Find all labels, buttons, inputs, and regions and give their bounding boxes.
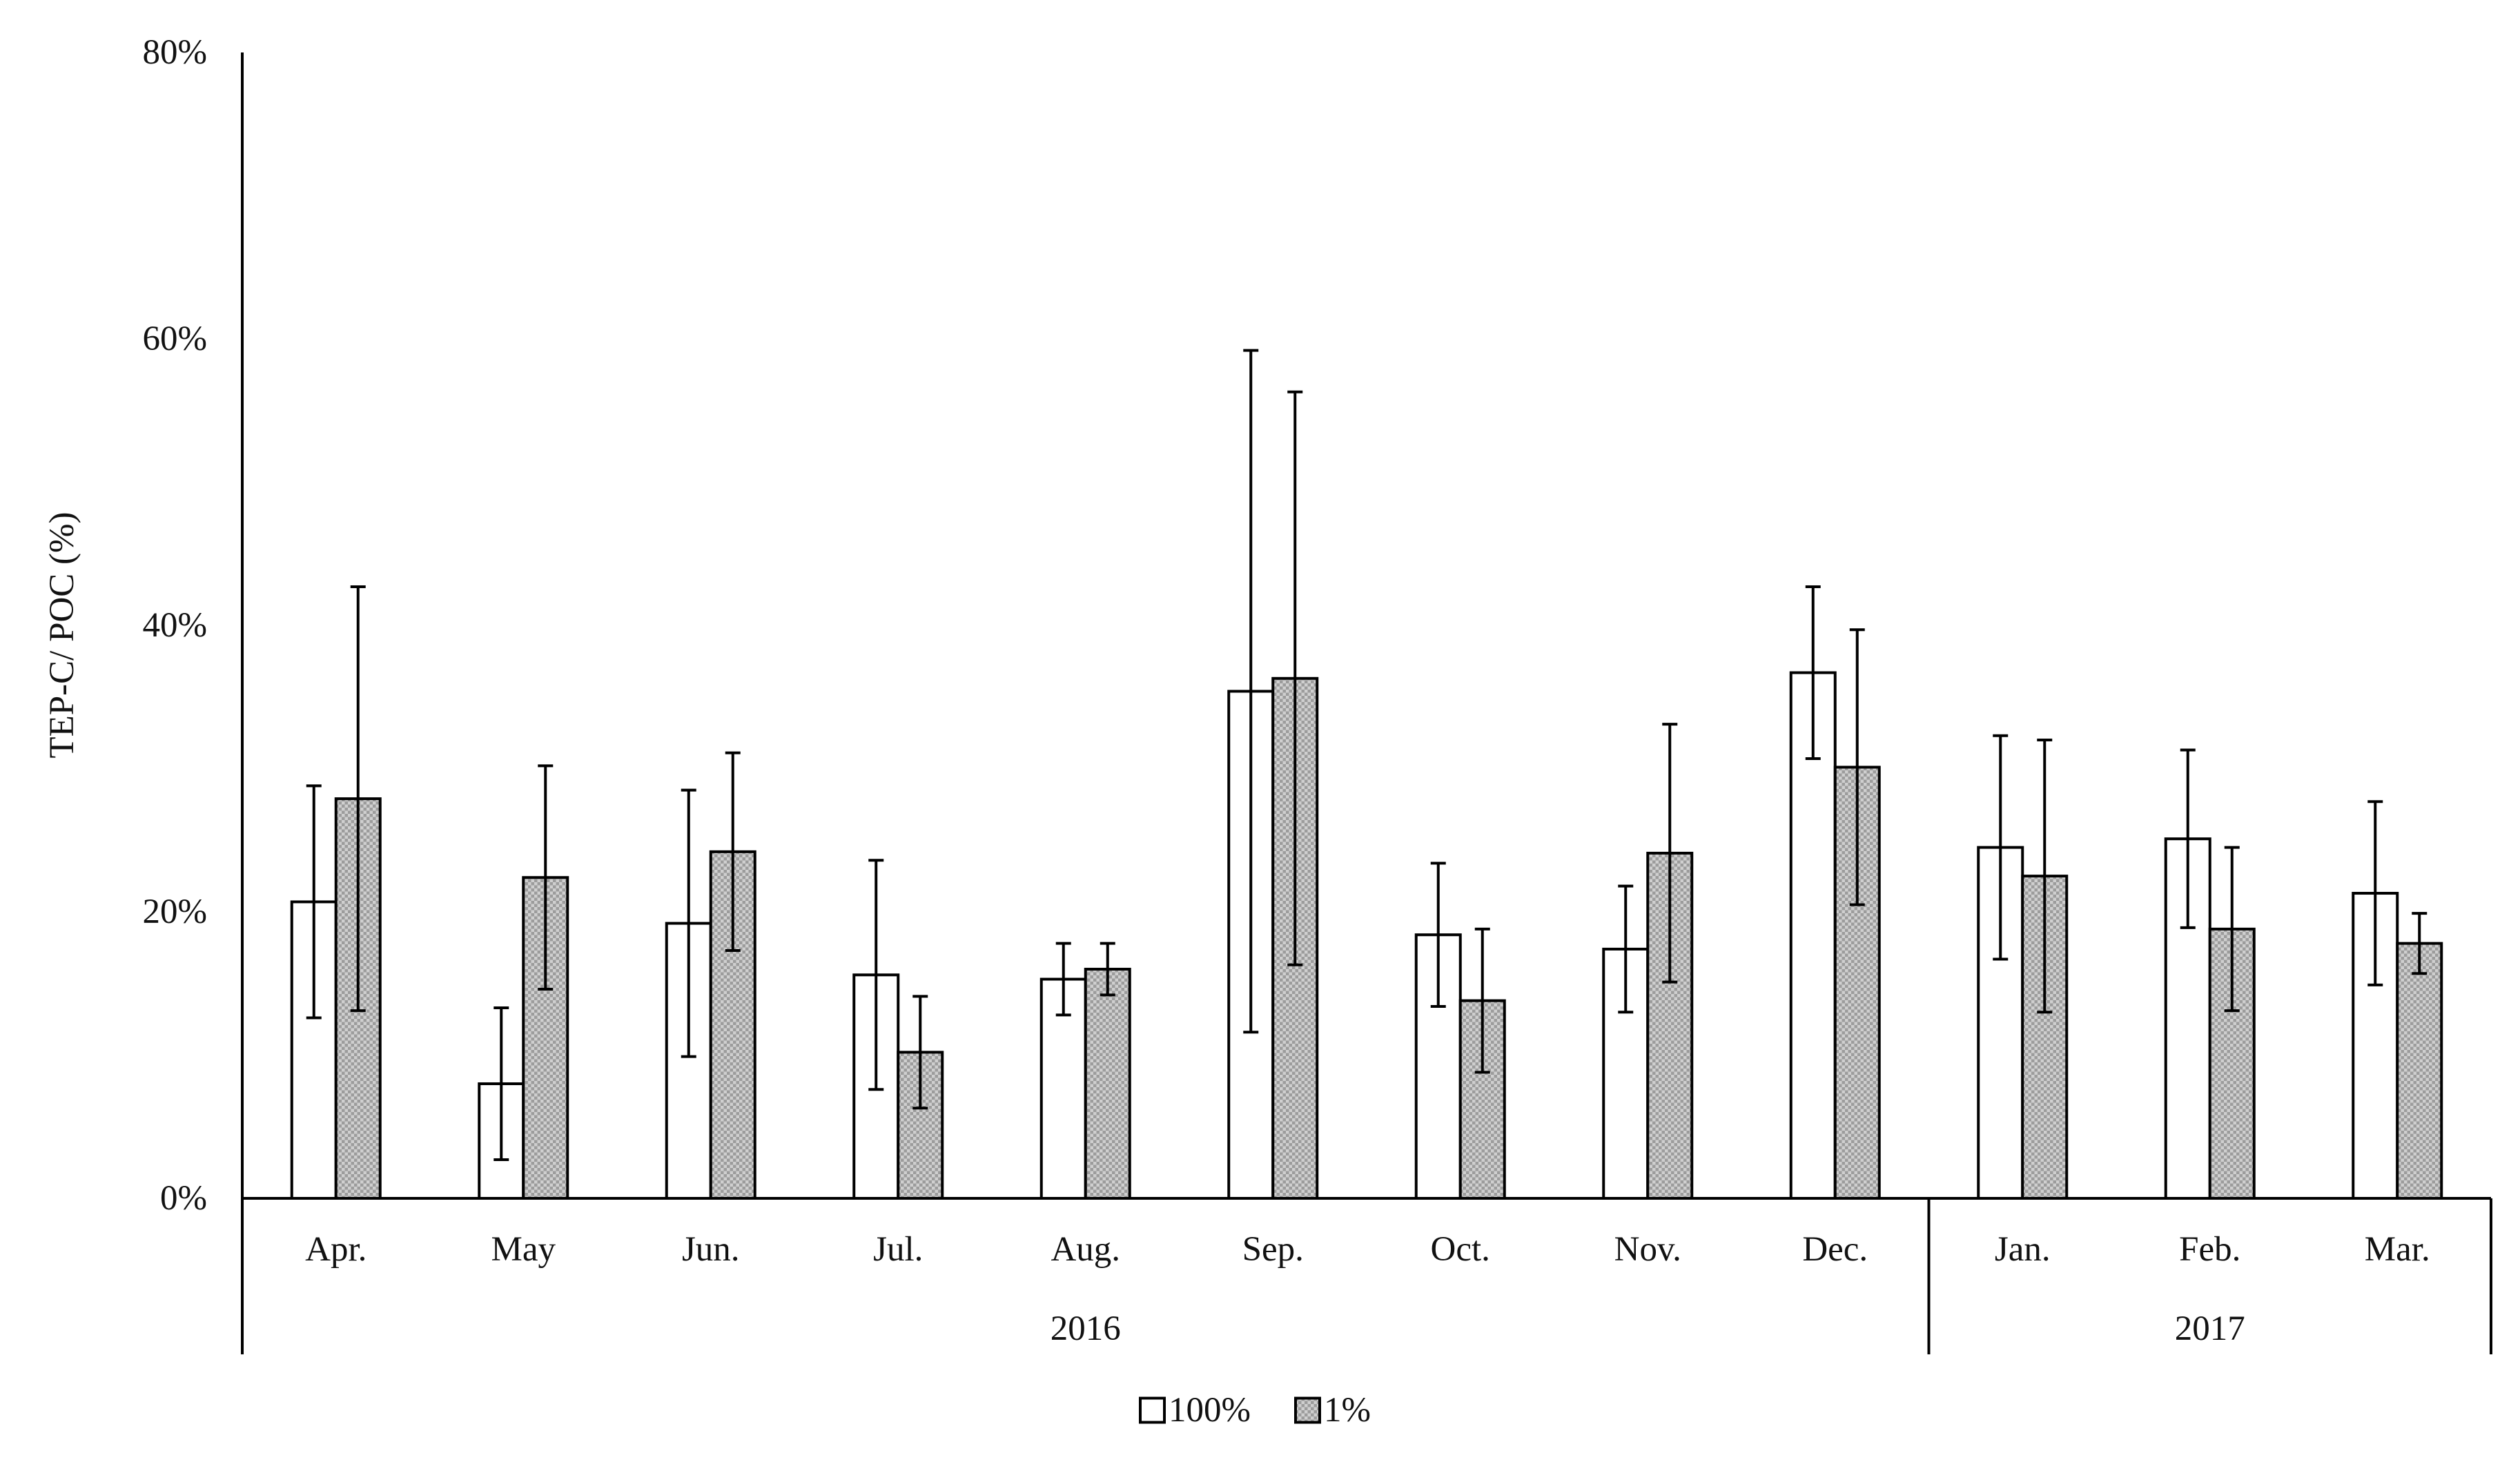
group-label: 2017 — [2175, 1309, 2245, 1348]
category-label: Oct. — [1431, 1230, 1490, 1269]
category-label: Sep. — [1242, 1230, 1304, 1269]
group-label: 2016 — [1051, 1309, 1121, 1348]
category-label: Jun. — [682, 1230, 740, 1269]
category-label: May — [491, 1230, 556, 1269]
category-label: Feb. — [2179, 1230, 2240, 1269]
legend-swatch — [1294, 1396, 1321, 1424]
y-tick-label: 0% — [160, 1179, 207, 1218]
category-label: Jan. — [1995, 1230, 2051, 1269]
y-axis-title: TEP-C/ POC (%) — [43, 512, 81, 759]
y-tick-label: 80% — [143, 33, 207, 72]
y-tick-label: 40% — [143, 606, 207, 645]
category-label: Jul. — [873, 1230, 923, 1269]
legend-label: 1% — [1324, 1391, 1371, 1430]
bar — [2396, 942, 2443, 1200]
category-label: Mar. — [2365, 1230, 2430, 1269]
bar — [2164, 837, 2211, 1200]
category-label: Apr. — [305, 1230, 367, 1269]
category-label: Aug. — [1051, 1230, 1120, 1269]
legend: 100% 1% — [1139, 1391, 1371, 1430]
labels: 0% 20% 40% 60% 80% 2016 2017 Apr. May Jun. Jul. Aug… — [143, 33, 2430, 1348]
legend-label: 100% — [1169, 1391, 1251, 1430]
y-tick-label: 20% — [143, 893, 207, 931]
axes — [241, 52, 2492, 1354]
legend-swatch — [1139, 1396, 1166, 1424]
category-label: Dec. — [1802, 1230, 1868, 1269]
bar — [1084, 968, 1131, 1200]
bars — [290, 349, 2443, 1200]
y-tick-label: 60% — [143, 320, 207, 358]
bar — [1789, 671, 1837, 1200]
category-label: Nov. — [1614, 1230, 1681, 1269]
